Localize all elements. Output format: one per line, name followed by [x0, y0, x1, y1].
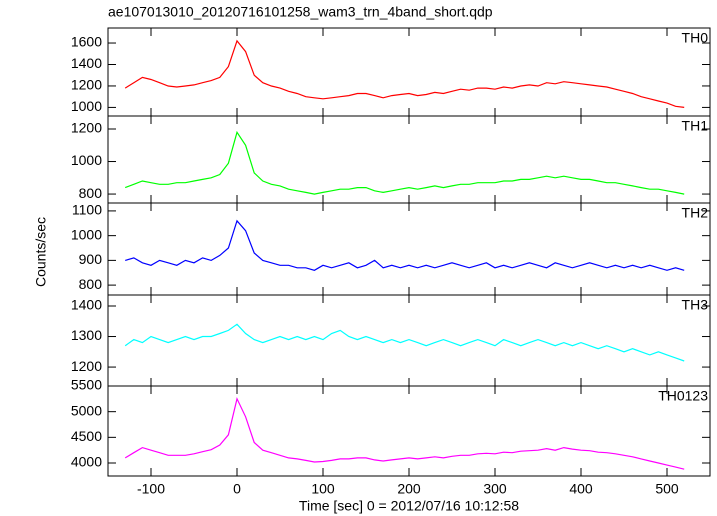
data-line	[125, 219, 685, 271]
panel-label: TH0123	[658, 388, 708, 404]
panel-frame	[107, 115, 711, 204]
y-tick-label: 1300	[71, 327, 102, 343]
data-line	[124, 397, 685, 470]
panel-label: TH0	[682, 30, 709, 46]
panel-frame	[107, 294, 711, 387]
panel-frame	[107, 385, 711, 477]
y-tick-label: 1000	[71, 152, 102, 168]
panel-label: TH3	[682, 297, 709, 313]
x-tick-label: 400	[569, 481, 593, 497]
y-tick-label: 1400	[71, 55, 102, 71]
y-tick-label: 800	[79, 276, 103, 292]
x-tick-label: 200	[397, 481, 421, 497]
y-tick-label: 1000	[71, 226, 102, 242]
x-tick-label: 100	[311, 481, 335, 497]
x-axis-label: Time [sec] 0 = 2012/07/16 10:12:58	[299, 498, 519, 514]
x-tick-label: 0	[233, 481, 241, 497]
data-line	[124, 39, 685, 108]
data-line	[124, 323, 685, 362]
y-tick-label: 1600	[71, 34, 102, 50]
y-tick-label: 1200	[71, 120, 102, 136]
panel-label: TH1	[682, 118, 709, 134]
y-tick-label: 1200	[71, 358, 102, 374]
x-tick-label: -100	[137, 481, 165, 497]
y-tick-label: 5500	[71, 377, 102, 393]
panel-frame	[107, 27, 711, 117]
y-tick-label: 1000	[71, 98, 102, 114]
y-tick-label: 1100	[72, 202, 102, 218]
x-tick-label: 300	[483, 481, 507, 497]
y-tick-label: 4500	[71, 428, 102, 444]
panel-label: TH2	[682, 205, 709, 221]
y-tick-label: 5000	[71, 402, 102, 418]
panel-frame	[107, 202, 711, 296]
data-line	[124, 130, 685, 195]
y-tick-label: 4000	[71, 454, 102, 470]
chart-title: ae107013010_20120716101258_wam3_trn_4ban…	[108, 4, 493, 20]
y-tick-label: 1400	[71, 297, 102, 313]
y-axis-label: Counts/sec	[33, 217, 49, 287]
x-tick-label: 500	[655, 481, 679, 497]
y-tick-label: 1200	[71, 77, 102, 93]
y-tick-label: 800	[79, 185, 103, 201]
y-tick-label: 900	[79, 251, 103, 267]
